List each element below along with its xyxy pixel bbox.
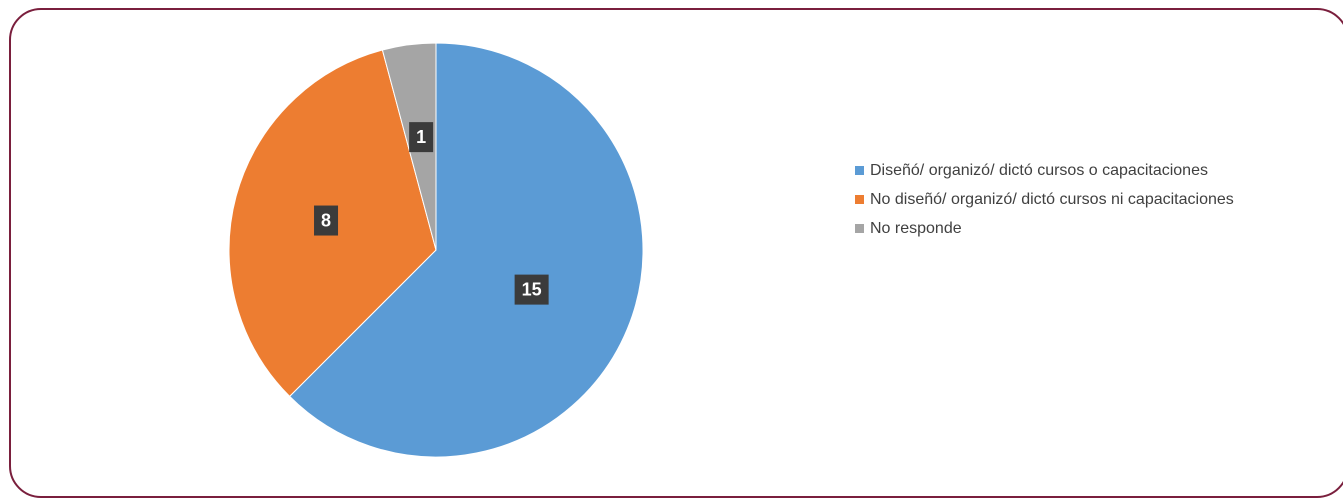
legend-item: Diseñó/ organizó/ dictó cursos o capacit… — [855, 160, 1235, 181]
svg-text:15: 15 — [522, 280, 542, 300]
legend-label: No responde — [870, 220, 962, 237]
legend-label: No diseñó/ organizó/ dictó cursos ni cap… — [870, 191, 1234, 208]
legend-swatch — [855, 224, 864, 233]
svg-text:8: 8 — [321, 211, 331, 231]
svg-text:1: 1 — [416, 127, 426, 147]
data-label: 15 — [514, 274, 549, 305]
data-label: 1 — [409, 122, 434, 153]
legend-item: No responde — [855, 218, 1235, 239]
legend-label: Diseñó/ organizó/ dictó cursos o capacit… — [870, 162, 1208, 179]
pie-slice — [288, 42, 644, 458]
legend: Diseñó/ organizó/ dictó cursos o capacit… — [855, 160, 1235, 247]
legend-swatch — [855, 166, 864, 175]
legend-item: No diseñó/ organizó/ dictó cursos ni cap… — [855, 189, 1235, 210]
data-label: 8 — [314, 205, 339, 236]
legend-swatch — [855, 195, 864, 204]
